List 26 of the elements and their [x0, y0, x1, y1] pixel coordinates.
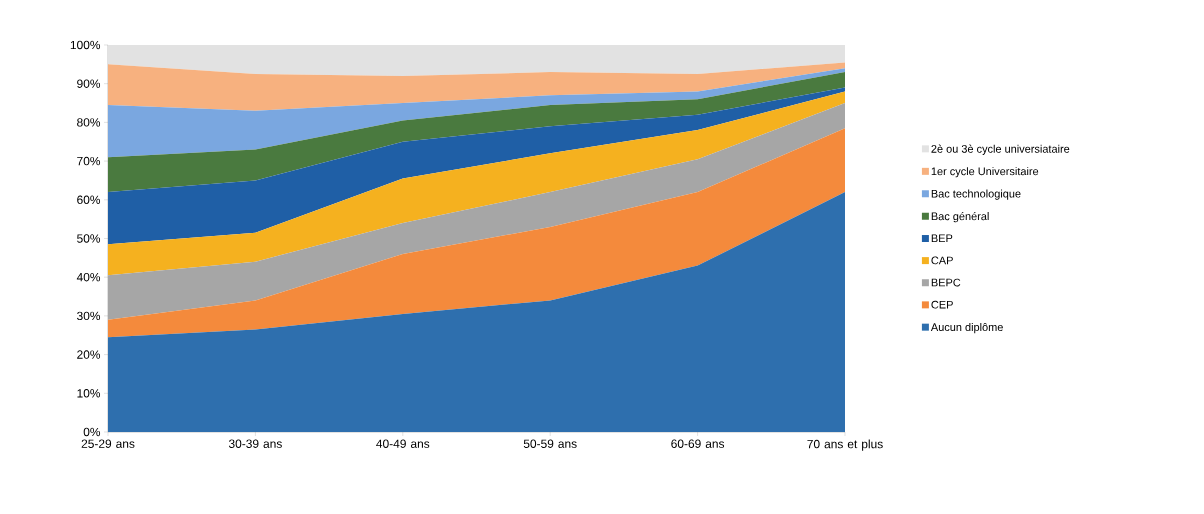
y-tick-label: 0%	[83, 427, 101, 437]
x-tick-label: 70 ans et plus	[807, 439, 883, 451]
legend-label: BEPC	[931, 278, 961, 287]
y-tick-label: 80%	[77, 118, 101, 127]
legend-label: Aucun diplôme	[930, 322, 1003, 334]
legend-label: CAP	[931, 256, 953, 265]
y-tick-label: 100%	[70, 40, 101, 50]
legend-label: Bac général	[931, 211, 989, 223]
x-tick-label: 30-39 ans	[228, 439, 282, 448]
y-tick-label: 70%	[77, 156, 101, 166]
x-tick-label: 60-69 ans	[671, 439, 725, 448]
x-tick-label: 40-49 ans	[376, 439, 430, 448]
y-tick-label: 20%	[77, 350, 101, 359]
y-tick-label: 40%	[76, 272, 101, 282]
y-tick-label: 50%	[77, 234, 101, 243]
y-tick-label: 30%	[77, 311, 101, 321]
y-tick-label: 90%	[77, 79, 101, 88]
legend-label: 2è ou 3è cycle universiataire	[931, 144, 1070, 155]
x-tick-label: 25-29 ans	[81, 439, 135, 448]
y-tick-label: 10%	[77, 389, 101, 398]
legend-label: 1er cycle Universitaire	[931, 167, 1039, 178]
legend-label: BEP	[931, 234, 953, 243]
y-tick-label: 60%	[77, 195, 101, 205]
x-tick-label: 50-59 ans	[523, 439, 577, 448]
legend-label: Bac technologique	[931, 189, 1021, 200]
legend-label: CEP	[931, 300, 953, 309]
